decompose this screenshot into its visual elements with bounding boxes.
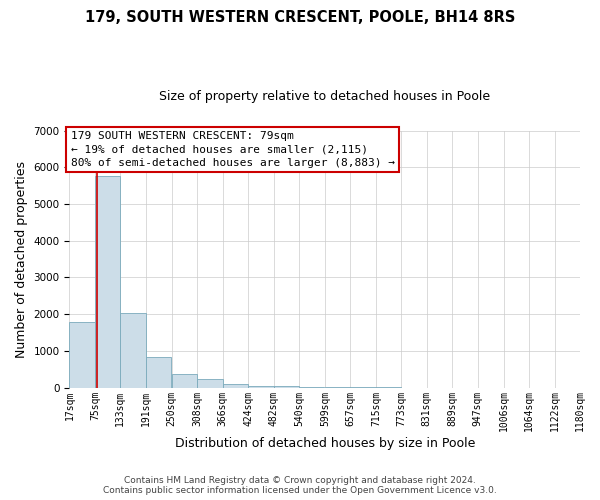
- Bar: [299, 387, 325, 388]
- Bar: [172, 374, 197, 388]
- Bar: [146, 358, 171, 388]
- Bar: [274, 386, 299, 388]
- Bar: [223, 384, 248, 388]
- Text: 179 SOUTH WESTERN CRESCENT: 79sqm
← 19% of detached houses are smaller (2,115)
8: 179 SOUTH WESTERN CRESCENT: 79sqm ← 19% …: [71, 132, 395, 168]
- Text: 179, SOUTH WESTERN CRESCENT, POOLE, BH14 8RS: 179, SOUTH WESTERN CRESCENT, POOLE, BH14…: [85, 10, 515, 25]
- Text: Contains HM Land Registry data © Crown copyright and database right 2024.
Contai: Contains HM Land Registry data © Crown c…: [103, 476, 497, 495]
- Title: Size of property relative to detached houses in Poole: Size of property relative to detached ho…: [159, 90, 490, 103]
- Bar: [70, 322, 95, 388]
- Bar: [95, 176, 121, 388]
- Bar: [248, 386, 274, 388]
- X-axis label: Distribution of detached houses by size in Poole: Distribution of detached houses by size …: [175, 437, 475, 450]
- Bar: [121, 312, 146, 388]
- Y-axis label: Number of detached properties: Number of detached properties: [15, 160, 28, 358]
- Bar: [197, 380, 223, 388]
